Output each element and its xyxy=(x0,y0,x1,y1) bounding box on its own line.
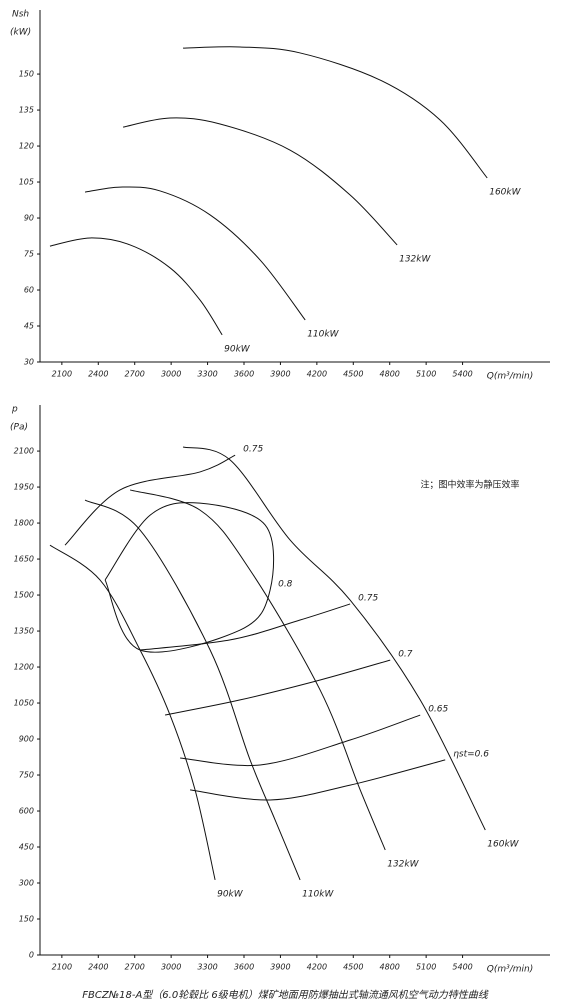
x-tick-label: 5400 xyxy=(452,963,472,972)
y-tick-label: 750 xyxy=(19,771,34,780)
y-tick-label: 1050 xyxy=(14,699,34,708)
x-tick-label: 3300 xyxy=(197,370,217,379)
power-curve xyxy=(49,544,216,880)
x-tick-label: 2100 xyxy=(52,370,72,379)
y-tick-label: 450 xyxy=(19,843,34,852)
efficiency-line-label: 0.75 xyxy=(358,593,378,603)
power-curve-label: 160kW xyxy=(487,839,519,849)
x-tick-label: 2400 xyxy=(88,963,108,972)
y-tick-label: 900 xyxy=(19,735,34,744)
x-tick-label: 3600 xyxy=(234,963,254,972)
power-curve-label: 110kW xyxy=(302,889,334,899)
power-curve xyxy=(183,46,488,179)
x-tick-label: 3600 xyxy=(234,370,254,379)
efficiency-line xyxy=(64,454,236,546)
y-tick-label: 30 xyxy=(24,358,34,367)
efficiency-line xyxy=(140,603,351,651)
x-tick-label: 2700 xyxy=(125,963,145,972)
y-tick-label: 150 xyxy=(19,70,34,79)
power-curve xyxy=(84,186,306,321)
x-tick-label: 4800 xyxy=(380,370,400,379)
x-axis-label: Q(m³/min) xyxy=(487,372,534,382)
caption: FBCZ№18-A型（6.0轮毂比 6级电机）煤矿地面用防爆抽出式轴流通风机空气… xyxy=(82,989,488,1001)
efficiency-line xyxy=(164,659,391,716)
efficiency-line-label: 0.7 xyxy=(398,650,413,660)
power-curve xyxy=(122,117,398,246)
power-curve-label: 90kW xyxy=(217,889,244,899)
y-tick-label: 75 xyxy=(24,250,34,259)
x-tick-label: 4500 xyxy=(343,370,363,379)
y-tick-label: 0 xyxy=(29,951,34,960)
power-curve xyxy=(49,237,223,336)
x-tick-label: 4800 xyxy=(380,963,400,972)
x-tick-label: 4200 xyxy=(307,370,327,379)
y-tick-label: 90 xyxy=(24,214,34,223)
power-curve xyxy=(182,446,486,831)
x-tick-label: 3000 xyxy=(161,370,181,379)
efficiency-line xyxy=(180,714,421,767)
power-curve-label: 90kW xyxy=(224,344,251,354)
y-tick-label: 45 xyxy=(24,322,34,331)
power-curve-label: 132kW xyxy=(399,254,431,264)
y-tick-label: 2100 xyxy=(14,447,34,456)
x-tick-label: 5100 xyxy=(416,963,436,972)
y-tick-label: 135 xyxy=(19,106,34,115)
y-tick-label: 150 xyxy=(19,915,34,924)
power-curve-label: 110kW xyxy=(307,330,339,340)
y-tick-label: 105 xyxy=(19,178,34,187)
y-tick-label: 120 xyxy=(19,142,34,151)
power-curve xyxy=(84,499,301,881)
x-tick-label: 5100 xyxy=(416,370,436,379)
x-tick-label: 3000 xyxy=(161,963,181,972)
x-tick-label: 4500 xyxy=(343,963,363,972)
x-tick-label: 5400 xyxy=(452,370,472,379)
x-tick-label: 2700 xyxy=(125,370,145,379)
efficiency-line xyxy=(190,759,446,801)
y-tick-label: 1500 xyxy=(14,591,34,600)
y-tick-label: 1650 xyxy=(14,555,34,564)
x-tick-label: 3900 xyxy=(270,370,290,379)
x-tick-label: 4200 xyxy=(307,963,327,972)
y-tick-label: 1800 xyxy=(14,519,34,528)
y-axis-unit: (Pa) xyxy=(10,423,28,433)
x-tick-label: 2100 xyxy=(52,963,72,972)
y-tick-label: 1200 xyxy=(14,663,34,672)
y-tick-label: 1950 xyxy=(14,483,34,492)
y-axis-unit: (kW) xyxy=(10,28,31,38)
y-tick-label: 1350 xyxy=(14,627,34,636)
efficiency-line-label: ηst=0.6 xyxy=(453,749,489,759)
x-tick-label: 3900 xyxy=(270,963,290,972)
y-axis-label: Nsh xyxy=(12,10,29,20)
y-axis-label: p xyxy=(11,405,18,415)
note: 注；图中效率为静压效率 xyxy=(420,479,519,491)
y-tick-label: 300 xyxy=(19,879,34,888)
power-curve xyxy=(129,489,386,851)
y-tick-label: 600 xyxy=(19,807,34,816)
x-tick-label: 3300 xyxy=(197,963,217,972)
x-axis-label: Q(m³/min) xyxy=(487,965,534,975)
efficiency-line-label: 0.8 xyxy=(278,580,293,590)
power-curve-label: 160kW xyxy=(489,187,521,197)
efficiency-line-label: 0.65 xyxy=(428,705,448,715)
x-tick-label: 2400 xyxy=(88,370,108,379)
power-curve-label: 132kW xyxy=(387,859,419,869)
efficiency-line-label: 0.75 xyxy=(243,445,263,455)
y-tick-label: 60 xyxy=(24,286,34,295)
